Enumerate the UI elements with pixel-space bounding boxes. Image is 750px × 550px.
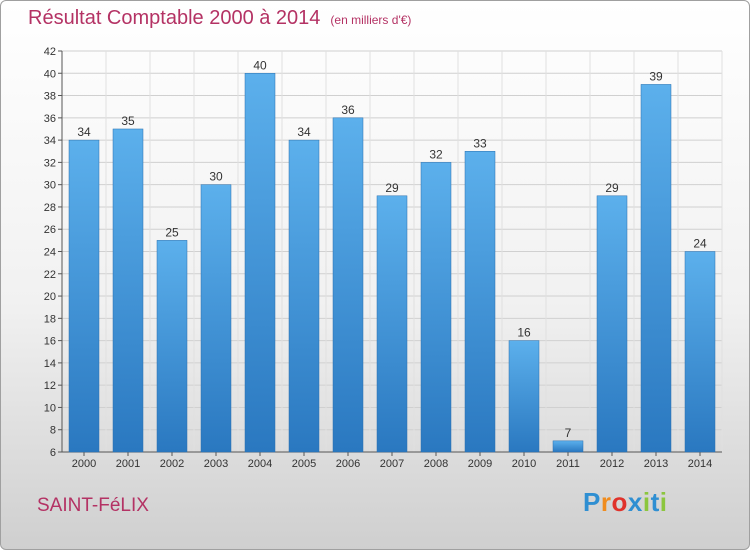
y-tick-label: 40 — [44, 68, 56, 80]
x-tick-label: 2005 — [292, 458, 316, 470]
title-text: Résultat Comptable 2000 à 2014 — [28, 7, 321, 29]
x-tick-label: 2007 — [380, 458, 404, 470]
bar — [68, 139, 100, 453]
y-tick-label: 28 — [44, 202, 56, 214]
chart-title: Résultat Comptable 2000 à 2014 (en millie… — [28, 7, 411, 30]
bar-value-label: 33 — [473, 136, 487, 150]
y-tick-label: 38 — [44, 91, 56, 103]
unit-label: (en milliers d'€) — [330, 13, 412, 27]
bar-value-label: 29 — [605, 181, 619, 195]
x-tick-label: 2000 — [72, 458, 96, 470]
logo-letter: i — [659, 487, 668, 517]
logo-letter: t — [650, 487, 660, 517]
bar — [552, 440, 584, 453]
bar-value-label: 32 — [429, 147, 443, 161]
bar-value-label: 34 — [297, 125, 311, 139]
bar-value-label: 24 — [693, 237, 707, 251]
x-tick-label: 2006 — [336, 458, 360, 470]
logo-letter: o — [611, 487, 628, 517]
logo-letter: P — [583, 487, 601, 517]
y-tick-label: 18 — [44, 313, 56, 325]
y-tick-label: 6 — [50, 447, 56, 459]
x-tick-label: 2014 — [688, 458, 712, 470]
bar-value-label: 34 — [77, 125, 91, 139]
x-tick-label: 2011 — [556, 458, 580, 470]
bar — [420, 162, 452, 453]
x-tick-label: 2003 — [204, 458, 228, 470]
y-tick-label: 22 — [44, 269, 56, 281]
y-tick-label: 34 — [44, 135, 56, 147]
bar — [640, 84, 672, 453]
logo-letter: x — [627, 487, 643, 517]
bar — [684, 251, 716, 453]
bar — [200, 184, 232, 453]
x-tick-label: 2008 — [424, 458, 448, 470]
y-tick-label: 30 — [44, 180, 56, 192]
y-tick-label: 36 — [44, 113, 56, 125]
y-tick-label: 8 — [50, 425, 56, 437]
bar-value-label: 36 — [341, 103, 355, 117]
y-tick-label: 16 — [44, 336, 56, 348]
bar — [508, 340, 540, 453]
bar — [464, 151, 496, 453]
y-tick-label: 20 — [44, 291, 56, 303]
y-tick-label: 32 — [44, 157, 56, 169]
bar — [156, 240, 188, 453]
commune-name: SAINT-FéLIX — [37, 495, 149, 516]
x-tick-label: 2001 — [116, 458, 140, 470]
y-tick-label: 14 — [44, 358, 56, 370]
y-tick-label: 12 — [44, 380, 56, 392]
bar — [288, 139, 320, 453]
proxiti-logo: Proxiti — [583, 487, 667, 518]
y-tick-label: 24 — [44, 247, 56, 259]
bar-value-label: 29 — [385, 181, 399, 195]
x-tick-label: 2013 — [644, 458, 668, 470]
bar-value-label: 16 — [517, 326, 531, 340]
bar — [376, 195, 408, 453]
logo-letter: r — [600, 487, 612, 517]
bar-value-label: 39 — [649, 69, 663, 83]
y-tick-label: 42 — [44, 46, 56, 58]
bar — [112, 128, 144, 453]
bar-value-label: 35 — [121, 114, 135, 128]
x-tick-label: 2002 — [160, 458, 184, 470]
bar — [332, 117, 364, 453]
bar — [244, 73, 276, 453]
logo-letter: i — [642, 487, 651, 517]
x-tick-label: 2009 — [468, 458, 492, 470]
bar-value-label: 7 — [565, 426, 572, 440]
bar-value-label: 25 — [165, 225, 179, 239]
bar — [596, 195, 628, 453]
x-tick-label: 2012 — [600, 458, 624, 470]
x-tick-label: 2004 — [248, 458, 272, 470]
bar-value-label: 30 — [209, 170, 223, 184]
y-tick-label: 26 — [44, 224, 56, 236]
x-tick-label: 2010 — [512, 458, 536, 470]
bar-value-label: 40 — [253, 58, 267, 72]
y-tick-label: 10 — [44, 402, 56, 414]
